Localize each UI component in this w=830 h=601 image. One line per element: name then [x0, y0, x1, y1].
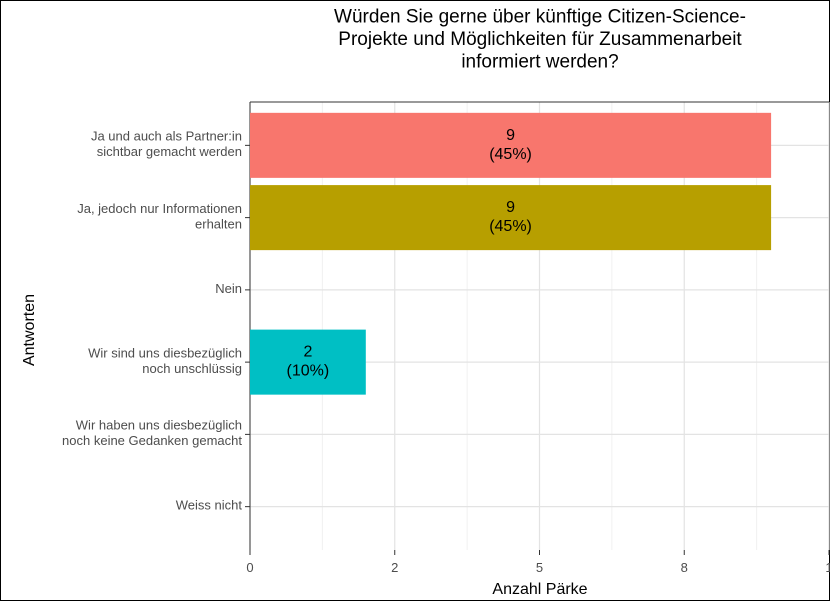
- x-tick-label: 2: [391, 560, 398, 575]
- y-tick-label: Ja, jedoch nur Informationen erhalten: [77, 201, 242, 231]
- bar: [250, 185, 772, 251]
- y-axis-title: Antworten: [21, 294, 38, 366]
- y-tick-label: Nein: [215, 281, 242, 296]
- chart-title: Würden Sie gerne über künftige Citizen-S…: [334, 7, 746, 73]
- y-tick-label: Weiss nicht: [176, 498, 243, 513]
- value-label: 9 (45%): [489, 127, 532, 163]
- bar: [250, 329, 366, 395]
- x-tick-label: 0: [246, 560, 253, 575]
- y-tick-label: Wir sind uns diesbezüglich noch unschlüss…: [88, 346, 242, 376]
- x-tick-label: 1: [825, 560, 830, 575]
- x-axis-title: Anzahl Pärke: [492, 581, 587, 598]
- bar: [250, 112, 772, 178]
- y-tick-label: Ja und auch als Partner:in sichtbar gemac…: [91, 129, 242, 159]
- value-label: 2 (10%): [287, 344, 330, 380]
- x-tick-label: 5: [536, 560, 543, 575]
- y-tick-label: Wir haben uns diesbezüglich noch keine Ge…: [62, 418, 242, 448]
- x-tick-label: 8: [681, 560, 688, 575]
- value-label: 9 (45%): [489, 199, 532, 235]
